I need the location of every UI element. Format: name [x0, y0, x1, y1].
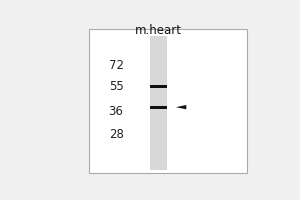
- Bar: [150, 106, 167, 109]
- Text: 72: 72: [109, 59, 124, 72]
- Text: 36: 36: [109, 105, 124, 118]
- Text: 55: 55: [109, 80, 124, 93]
- Text: 28: 28: [109, 128, 124, 141]
- FancyBboxPatch shape: [89, 29, 247, 173]
- Text: m.heart: m.heart: [135, 24, 182, 37]
- Bar: [150, 85, 167, 88]
- FancyBboxPatch shape: [150, 36, 167, 170]
- Polygon shape: [176, 105, 186, 109]
